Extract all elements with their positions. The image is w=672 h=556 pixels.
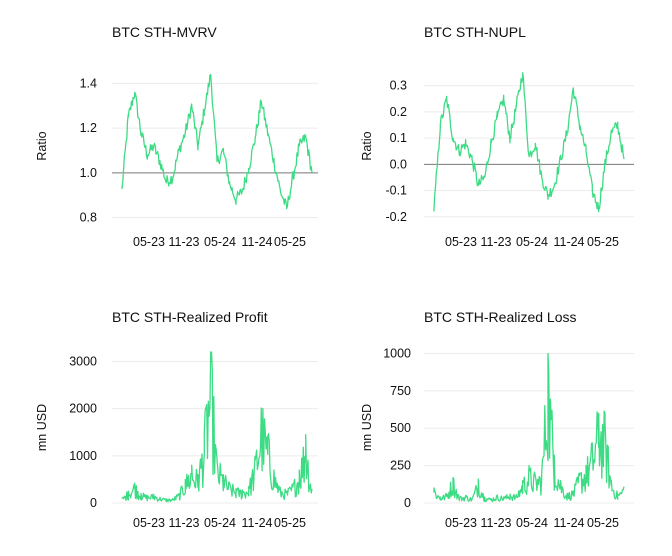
y-tick-label: 0.2 xyxy=(390,105,407,119)
x-tick-label: 11-24 xyxy=(241,235,272,249)
x-tick-label: 11-24 xyxy=(553,516,584,530)
x-tick-label: 11-24 xyxy=(241,516,272,530)
chart-title: BTC STH-MVRV xyxy=(112,24,217,40)
y-tick-label: 250 xyxy=(390,459,411,473)
chart-title: BTC STH-Realized Loss xyxy=(424,309,577,325)
y-tick-label: 750 xyxy=(390,384,411,398)
x-tick-label: 05-25 xyxy=(587,235,619,249)
x-tick-label: 05-25 xyxy=(274,235,306,249)
y-tick-label: 1.2 xyxy=(80,121,97,135)
series-line xyxy=(121,351,313,503)
x-tick-label: 05-25 xyxy=(587,516,619,530)
chart-panel-2: -0.2 -0.1 0.0 0.1 0.2 0.3 BTC STH-NUPL Ratio 05-… xyxy=(360,24,634,249)
y-tick-label: 3000 xyxy=(69,354,97,368)
x-tick-label: 05-24 xyxy=(516,516,548,530)
y-tick-label: 0.8 xyxy=(80,211,97,225)
x-tick-label: 11-23 xyxy=(480,235,511,249)
x-tick-label: 05-24 xyxy=(204,235,236,249)
y-tick-label: 0.3 xyxy=(390,79,407,93)
y-tick-label: 2000 xyxy=(69,402,97,416)
x-tick-label: 05-23 xyxy=(445,516,477,530)
y-tick-label: 500 xyxy=(390,421,411,435)
y-tick-label: 0.0 xyxy=(390,157,407,171)
x-tick-label: 11-23 xyxy=(168,516,199,530)
x-tick-label: 05-24 xyxy=(516,235,548,249)
y-tick-label: 1.0 xyxy=(80,166,97,180)
y-tick-label: 1000 xyxy=(69,449,97,463)
x-tick-label: 05-23 xyxy=(133,235,165,249)
y-tick-label: 0.1 xyxy=(390,131,407,145)
y-tick-label: -0.1 xyxy=(385,184,407,198)
x-tick-label: 11-23 xyxy=(480,516,511,530)
y-tick-label: 0 xyxy=(404,496,411,510)
chart-title: BTC STH-NUPL xyxy=(424,24,526,40)
y-axis-label: mn USD xyxy=(360,404,374,451)
chart-panel-3: 0 1000 2000 3000 BTC STH-Realized Profit mn U… xyxy=(35,309,318,530)
x-tick-label: 11-23 xyxy=(168,235,199,249)
y-tick-label: 1.4 xyxy=(80,76,97,90)
y-tick-label: 1000 xyxy=(383,346,411,360)
y-tick-label: 0 xyxy=(90,496,97,510)
chart-panel-4: 0 250 500 750 1000 BTC STH-Realized Loss mn US… xyxy=(360,309,634,530)
y-axis-label: Ratio xyxy=(35,131,49,160)
x-tick-label: 05-23 xyxy=(445,235,477,249)
x-tick-label: 11-24 xyxy=(553,235,584,249)
y-axis-label: mn USD xyxy=(35,404,49,451)
x-tick-label: 05-24 xyxy=(204,516,236,530)
series-line xyxy=(433,352,625,503)
y-axis-label: Ratio xyxy=(360,131,374,160)
chart-title: BTC STH-Realized Profit xyxy=(112,309,268,325)
y-tick-label: -0.2 xyxy=(385,210,407,224)
series-line xyxy=(433,71,625,213)
series-line xyxy=(121,73,313,210)
x-tick-label: 05-25 xyxy=(274,516,306,530)
x-tick-label: 05-23 xyxy=(133,516,165,530)
chart-panel-1: 0.8 1.0 1.2 1.4 BTC STH-MVRV Ratio 05-23 11-23 0… xyxy=(35,24,318,249)
